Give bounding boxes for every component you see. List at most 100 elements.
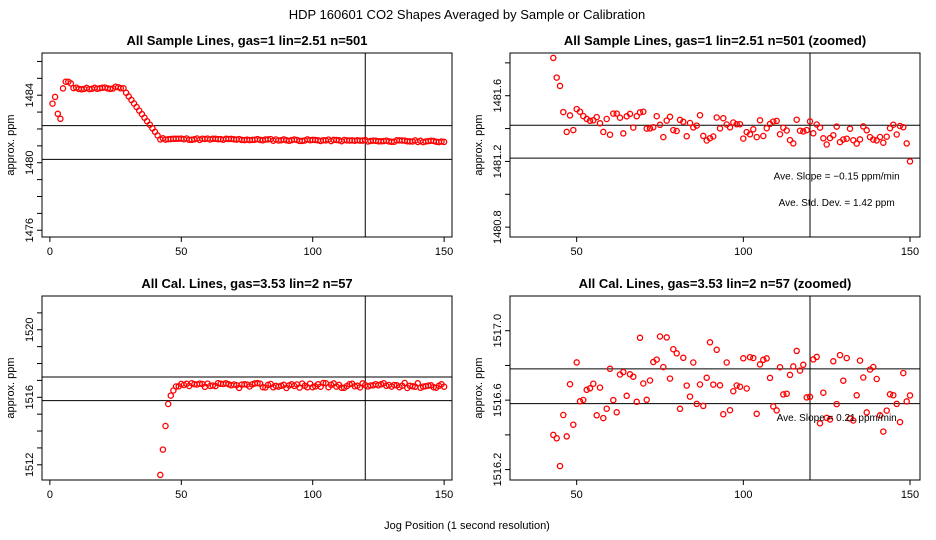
data-point (853, 392, 860, 399)
data-point (54, 110, 62, 118)
data-point (596, 120, 604, 127)
data-point (663, 117, 670, 124)
data-point (700, 132, 707, 140)
panels: All Sample Lines, gas=1 lin=2.51 n=501 ap… (5, 33, 921, 501)
data-point (673, 350, 680, 357)
data-point (603, 405, 610, 412)
data-point (730, 387, 737, 395)
data-point (763, 124, 770, 132)
data-point (610, 396, 617, 404)
data-point (713, 346, 720, 354)
plot-frame (41, 295, 453, 481)
data-point (760, 132, 767, 140)
data-point (693, 122, 700, 129)
data-point (813, 353, 820, 361)
y-tick-label: 1517.0 (492, 314, 504, 348)
data-point (646, 377, 654, 384)
x-tick-label: 50 (571, 489, 583, 501)
y-tick-label: 1481.2 (492, 145, 504, 179)
data-point (566, 112, 574, 119)
data-point (786, 371, 794, 379)
data-point (580, 396, 587, 404)
data-point (896, 122, 904, 130)
data-point (576, 108, 584, 115)
data-point (846, 125, 854, 132)
data-point (840, 377, 847, 384)
annotation: Ave. Std. Dev. = 1.42 ppm (779, 198, 895, 209)
data-point (823, 141, 830, 148)
data-point (576, 398, 584, 405)
data-point (633, 112, 640, 120)
data-point (553, 435, 560, 442)
data-point (870, 136, 877, 143)
x-tick-label: 0 (47, 489, 53, 501)
data-points (157, 379, 448, 479)
data-point (683, 133, 690, 140)
data-point (630, 373, 637, 380)
data-point (783, 390, 790, 397)
data-point (843, 135, 850, 142)
data-point (880, 139, 887, 146)
data-point (346, 380, 353, 388)
data-point (710, 381, 717, 388)
data-point (856, 357, 864, 364)
data-point (162, 422, 169, 430)
data-point (840, 136, 847, 143)
data-point (693, 400, 700, 408)
x-tick-label: 100 (304, 489, 322, 501)
data-point (893, 131, 900, 138)
data-point (680, 354, 687, 362)
data-point (786, 136, 794, 144)
data-point (880, 428, 887, 435)
data-point (756, 117, 764, 124)
x-tick-label: 0 (47, 246, 53, 258)
data-point (686, 393, 694, 400)
data-point (906, 392, 914, 399)
data-point (716, 382, 724, 389)
data-point (556, 462, 564, 470)
data-point (793, 116, 800, 123)
data-point (856, 136, 864, 143)
data-point (780, 391, 787, 398)
data-point (606, 365, 614, 373)
data-point (896, 418, 904, 426)
data-point (796, 367, 804, 374)
data-point (823, 414, 830, 422)
y-tick-label: 1512 (24, 453, 36, 477)
data-point (770, 118, 777, 125)
data-point (51, 93, 59, 101)
data-point (626, 110, 634, 118)
annotation: Ave. Slope = −0.15 ppm/min (774, 172, 900, 183)
panel-4: All Cal. Lines, gas=3.53 lin=2 n=57 (zoo… (473, 276, 921, 501)
data-point (583, 386, 590, 394)
x-tick-label: 50 (175, 489, 187, 501)
data-point (620, 130, 627, 137)
y-tick-label: 1516.6 (492, 383, 504, 417)
data-point (613, 110, 620, 117)
data-point (803, 394, 810, 401)
x-tick-label: 50 (571, 246, 583, 258)
data-point (803, 126, 810, 134)
data-point (770, 403, 777, 410)
data-point (816, 124, 824, 131)
data-point (563, 128, 570, 136)
data-point (600, 128, 607, 136)
data-point (623, 392, 630, 400)
data-point (653, 112, 660, 120)
data-point (696, 381, 704, 388)
data-point (850, 136, 857, 144)
data-point (573, 359, 580, 366)
data-point (820, 135, 827, 142)
data-point (164, 400, 172, 408)
data-point (593, 113, 600, 121)
y-axis-label: approx. ppm (473, 357, 485, 418)
data-point (172, 383, 180, 390)
data-point (740, 355, 747, 362)
data-point (570, 126, 577, 134)
data-point (713, 114, 720, 121)
data-point (903, 140, 910, 147)
data-point (753, 410, 760, 418)
data-point (830, 358, 837, 365)
data-point (773, 117, 780, 125)
data-point (860, 374, 867, 381)
